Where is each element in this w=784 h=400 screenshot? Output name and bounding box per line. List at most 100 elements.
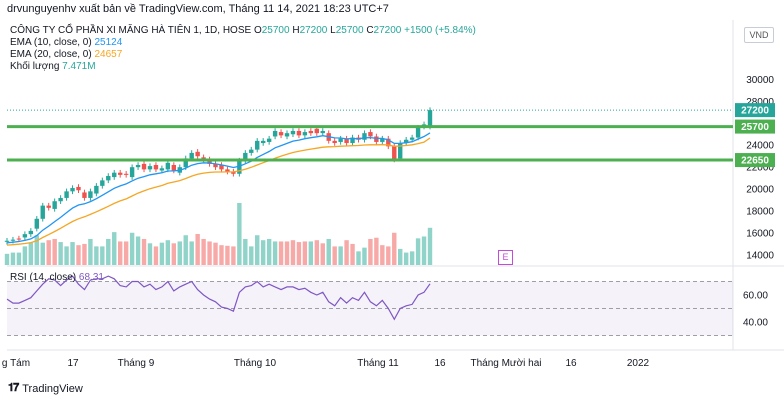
candle-body	[34, 218, 39, 229]
candle-body	[207, 159, 212, 164]
volume-bar	[320, 243, 325, 265]
candle-body	[266, 138, 272, 142]
volume-bar	[362, 247, 367, 265]
candle-body	[76, 186, 81, 191]
ema20-value: 24657	[94, 49, 123, 60]
volume-bar	[219, 245, 224, 265]
candle-body	[183, 158, 188, 168]
time-tick-label: Tháng 10	[234, 358, 277, 369]
candle-body	[278, 132, 284, 136]
candle-body	[147, 166, 153, 170]
price-axis-tag-label: 25700	[741, 122, 769, 133]
volume-bar	[415, 238, 421, 265]
volume-bar	[350, 243, 355, 265]
candle-body	[46, 205, 51, 208]
volume-bar	[88, 238, 93, 265]
price-tick-label: 16000	[746, 229, 774, 240]
volume-bar	[403, 252, 409, 265]
volume-bar	[243, 238, 248, 265]
candle-body	[153, 165, 159, 170]
candle-body	[123, 173, 129, 175]
volume-bar	[4, 253, 10, 265]
candle-body	[338, 138, 343, 142]
candle-body	[320, 130, 325, 134]
volume-bar	[70, 242, 75, 265]
volume-bar	[207, 241, 212, 265]
volume-bar	[392, 232, 397, 265]
candle-body	[290, 130, 296, 135]
earnings-event-marker[interactable]: E	[498, 250, 513, 265]
candle-body	[255, 140, 260, 150]
volume-bar	[106, 238, 111, 265]
price-tick-label: 22000	[746, 163, 774, 174]
volume-bar	[76, 245, 81, 265]
volume-bar	[272, 241, 278, 265]
price-axis-tag	[735, 119, 775, 134]
volume-bar	[225, 245, 230, 265]
time-tick-label: Tháng 11	[357, 358, 399, 369]
candle-body	[159, 168, 165, 171]
tradingview-footer[interactable]: 𝟏𝟕 TradingView	[8, 382, 83, 395]
time-tick-label: g Tám	[2, 358, 30, 369]
candle-body	[52, 201, 57, 209]
volume-bar	[112, 232, 117, 265]
ohlc-close: C27200	[366, 25, 402, 36]
candle-body	[189, 152, 194, 159]
candle-body	[362, 133, 367, 140]
volume-bar	[117, 241, 123, 265]
candle-body	[88, 191, 93, 198]
price-tick-label: 14000	[746, 251, 774, 262]
candle-body	[135, 165, 141, 168]
price-tick-label: 24000	[746, 141, 774, 152]
candle-body	[243, 152, 248, 161]
ema10-legend[interactable]: EMA (10, close, 0) 25124	[10, 37, 123, 48]
candle-body	[22, 234, 28, 238]
currency-label[interactable]: VND	[744, 27, 774, 43]
volume-bar	[165, 240, 171, 265]
ohlc-open: O25700	[253, 25, 290, 36]
candle-body	[28, 230, 34, 235]
candle-body	[249, 149, 254, 153]
candle-body	[237, 160, 242, 174]
ema20-legend[interactable]: EMA (20, close, 0) 24657	[10, 49, 123, 60]
candle-body	[64, 191, 69, 198]
volume-bar	[326, 238, 331, 265]
volume-bar	[153, 246, 159, 265]
candle-body	[386, 138, 391, 147]
volume-bar	[16, 252, 22, 265]
ohlc-high: H27200	[292, 25, 328, 36]
candle-body	[100, 180, 105, 186]
ema20-line	[6, 137, 431, 246]
volume-bar	[141, 238, 147, 265]
candle-body	[231, 171, 236, 174]
volume-bar	[100, 246, 105, 265]
volume-bar	[195, 234, 200, 265]
price-tick-label: 18000	[746, 207, 774, 218]
rsi-legend[interactable]: RSI (14, close) 68.31	[10, 272, 104, 283]
ema10-line	[6, 132, 431, 244]
volume-bar	[356, 251, 361, 265]
candle-body	[10, 239, 16, 241]
time-tick-label: 16	[434, 358, 446, 369]
volume-bar	[58, 242, 63, 265]
volume-bar	[338, 246, 343, 265]
volume-bar	[147, 243, 153, 265]
time-tick-label: Tháng Mười hai	[470, 358, 541, 369]
candle-body	[314, 128, 320, 134]
candle-body	[171, 165, 177, 171]
volume-legend[interactable]: Khối lượng 7.471M	[10, 61, 96, 72]
candle-body	[201, 157, 206, 160]
candle-body	[165, 162, 171, 170]
candle-body	[16, 238, 22, 240]
candle-body	[272, 130, 278, 137]
volume-bar	[332, 246, 337, 265]
rsi-tick-label: 40.00	[743, 318, 768, 329]
volume-bar	[368, 238, 373, 265]
volume-bar	[213, 242, 218, 265]
volume-bar	[183, 235, 188, 265]
tradingview-logo-icon: 𝟏𝟕	[8, 382, 19, 394]
rsi-tick-label: 60.00	[743, 291, 768, 302]
volume-bar	[409, 251, 415, 265]
candle-body	[398, 143, 403, 159]
